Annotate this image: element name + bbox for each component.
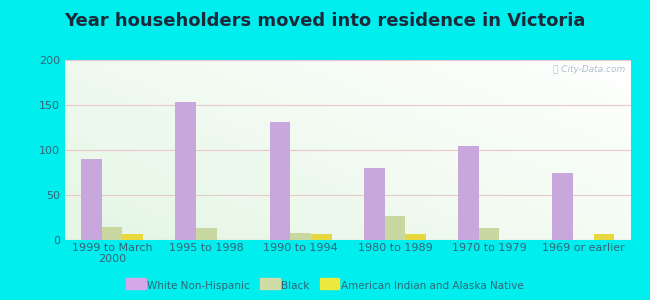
Bar bbox=[593, 234, 614, 240]
Bar bbox=[81, 159, 102, 240]
Bar bbox=[102, 226, 122, 240]
Bar bbox=[270, 122, 291, 240]
Bar bbox=[176, 102, 196, 240]
Bar bbox=[405, 234, 426, 240]
Bar bbox=[479, 228, 499, 240]
Legend: White Non-Hispanic, Black, American Indian and Alaska Native: White Non-Hispanic, Black, American Indi… bbox=[122, 277, 528, 295]
Bar bbox=[458, 146, 479, 240]
Bar bbox=[196, 228, 216, 240]
Bar bbox=[552, 173, 573, 240]
Bar bbox=[385, 216, 405, 240]
Text: ⓘ City-Data.com: ⓘ City-Data.com bbox=[552, 65, 625, 74]
Bar bbox=[122, 234, 143, 240]
Bar bbox=[311, 234, 332, 240]
Bar bbox=[291, 233, 311, 240]
Bar bbox=[364, 168, 385, 240]
Text: Year householders moved into residence in Victoria: Year householders moved into residence i… bbox=[64, 12, 586, 30]
